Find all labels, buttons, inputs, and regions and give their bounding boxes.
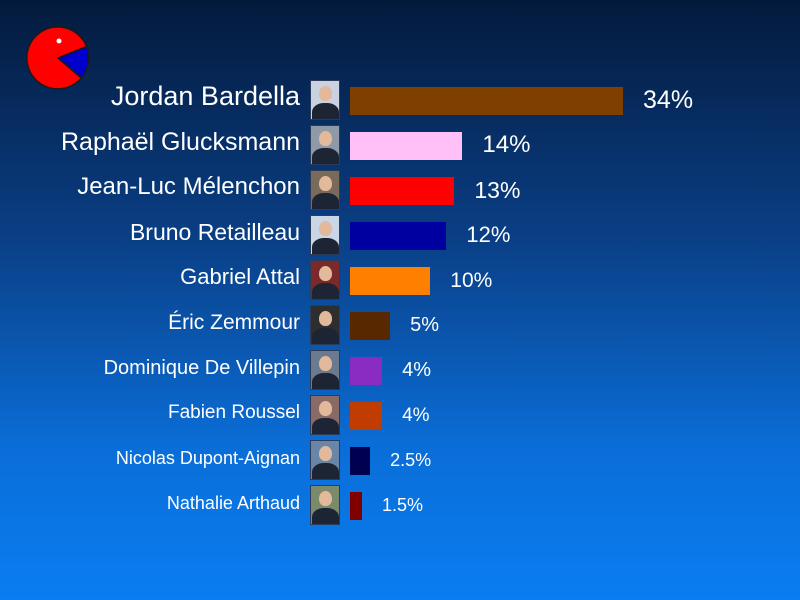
photo-silhouette-head [319,221,332,236]
candidate-photo [310,485,340,525]
candidate-photo [310,350,340,390]
photo-silhouette-head [319,491,332,506]
bar-value-label: 14% [482,131,531,158]
photo-silhouette-body [312,373,339,389]
candidate-name: Bruno Retailleau [129,218,300,245]
bar-value-label: 5% [410,314,440,336]
candidate-name: Éric Zemmour [168,310,300,334]
candidate-name: Raphaël Glucksmann [60,127,300,156]
pie-slice-red [26,26,88,90]
photo-silhouette-head [319,356,332,371]
photo-silhouette-head [319,86,332,101]
photo-silhouette-body [312,463,339,479]
photo-silhouette-head [319,266,332,281]
photo-silhouette-body [312,328,339,344]
photo-silhouette-head [319,311,332,326]
candidate-name: Nicolas Dupont-Aignan [115,447,300,468]
candidate-name: Dominique De Villepin [103,356,300,379]
candidate-name: Jean-Luc Mélenchon [77,173,300,201]
bar [350,267,431,295]
candidate-photo [310,260,340,300]
bar [350,402,383,430]
candidate-photo [310,440,340,480]
bar-value-label: 2.5% [390,450,432,470]
candidate-photo [310,170,340,210]
pie-chart-logo [26,26,90,90]
photo-silhouette-body [312,238,339,254]
bar-value-label: 34% [643,85,694,114]
bar [350,132,463,160]
bar-value-label: 4% [402,404,430,426]
photo-silhouette-head [319,401,332,416]
photo-silhouette-head [319,176,332,191]
bar-value-label: 10% [450,268,493,292]
candidate-name: Fabien Roussel [167,402,300,424]
bar-value-label: 13% [474,176,521,203]
bar-value-label: 12% [466,222,511,247]
bar [350,447,371,475]
bar [350,312,391,340]
bar-value-label: 4% [402,359,432,381]
candidate-photo [310,395,340,435]
photo-silhouette-body [312,193,339,209]
candidate-photo [310,80,340,120]
candidate-photo [310,215,340,255]
photo-silhouette-head [319,446,332,461]
candidate-name: Gabriel Attal [180,264,300,290]
bar [350,357,383,385]
candidate-name: Nathalie Arthaud [166,492,300,513]
candidate-photo [310,305,340,345]
photo-silhouette-body [312,283,339,299]
bar [350,492,363,520]
bar-value-label: 1.5% [382,495,424,515]
photo-silhouette-head [319,131,332,146]
photo-silhouette-body [312,148,339,164]
bar [350,87,624,115]
photo-silhouette-body [312,103,339,119]
candidate-photo [310,125,340,165]
candidate-name: Jordan Bardella [110,81,300,112]
bar [350,222,447,250]
pie-eye-dot [56,38,62,44]
photo-silhouette-body [312,508,339,524]
bar [350,177,455,205]
photo-silhouette-body [312,418,339,434]
